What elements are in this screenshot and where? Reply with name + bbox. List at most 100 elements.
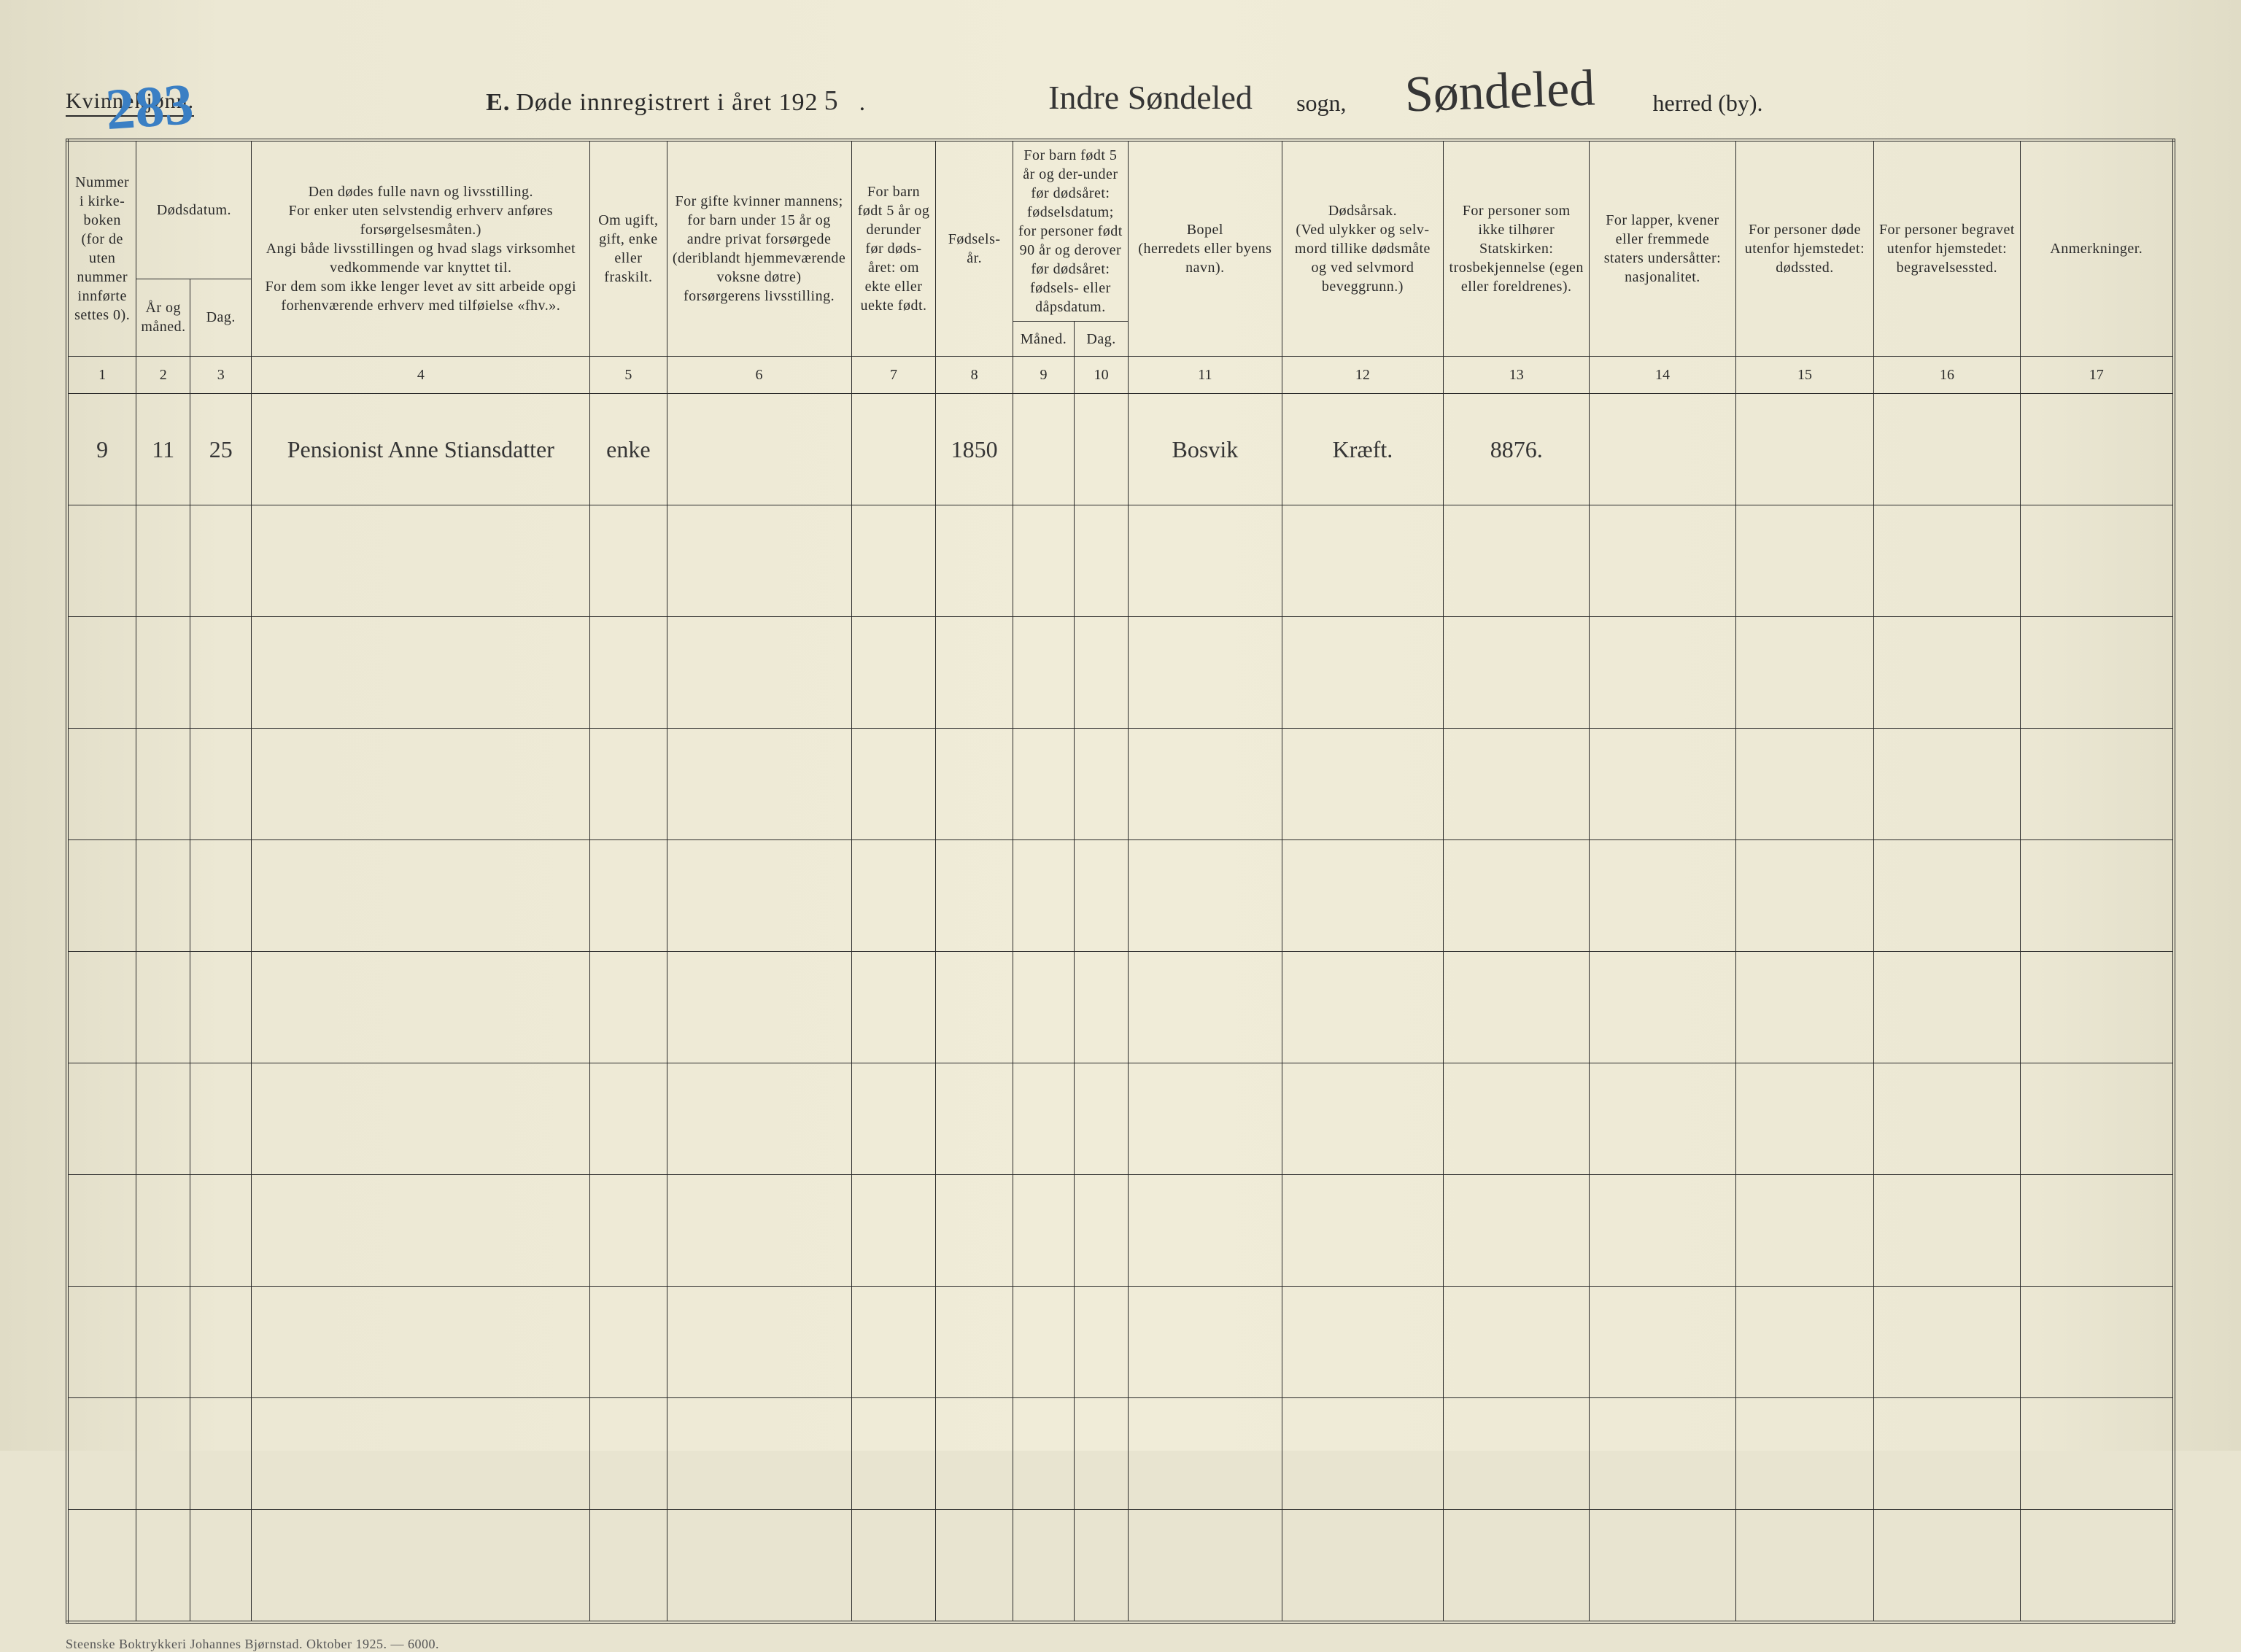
cell-c13: 8876. [1444, 394, 1590, 505]
hdr-dodsdatum: Dødsdatum. [136, 140, 252, 279]
cell-blank [1075, 952, 1129, 1063]
cell-blank [1075, 1175, 1129, 1287]
column-number: 1 [67, 357, 136, 394]
cell-c14 [1590, 394, 1735, 505]
year-suffix: 5 [824, 85, 854, 117]
table-row-blank [67, 1398, 2174, 1510]
table-body: 123456789101112131415161791125Pensionist… [67, 357, 2174, 1623]
cell-blank [1444, 617, 1590, 729]
cell-blank [136, 1510, 190, 1623]
cell-blank [851, 952, 936, 1063]
cell-blank [2020, 1175, 2174, 1287]
cell-blank [1013, 1175, 1074, 1287]
cell-blank [1013, 1063, 1074, 1175]
table-row-blank [67, 617, 2174, 729]
cell-blank [1128, 617, 1282, 729]
cell-blank [667, 1510, 851, 1623]
cell-blank [936, 617, 1013, 729]
cell-blank [190, 729, 252, 840]
cell-c2: 11 [136, 394, 190, 505]
cell-blank [1735, 840, 1874, 952]
cell-blank [590, 840, 667, 952]
hdr-col-7: For barn født 5 år og derunder før døds-… [851, 140, 936, 357]
column-number: 15 [1735, 357, 1874, 394]
cell-blank [67, 952, 136, 1063]
table-row-blank [67, 1510, 2174, 1623]
column-number: 2 [136, 357, 190, 394]
cell-c9 [1013, 394, 1074, 505]
cell-blank [590, 1063, 667, 1175]
cell-blank [590, 1398, 667, 1510]
cell-blank [667, 1063, 851, 1175]
table-row-blank [67, 505, 2174, 617]
cell-blank [1282, 505, 1443, 617]
cell-blank [252, 1398, 590, 1510]
cell-blank [1128, 729, 1282, 840]
cell-blank [1590, 1510, 1735, 1623]
cell-blank [1590, 1398, 1735, 1510]
cell-blank [1282, 840, 1443, 952]
printer-footer: Steenske Boktrykkeri Johannes Bjørnstad.… [66, 1637, 2175, 1652]
cell-blank [667, 1175, 851, 1287]
cell-blank [1075, 1063, 1129, 1175]
cell-blank [136, 952, 190, 1063]
header-line: Kvinnekjønn. 283 E. Døde innregistrert i… [66, 44, 2175, 117]
cell-blank [190, 1510, 252, 1623]
cell-blank [1282, 1287, 1443, 1398]
cell-blank [67, 617, 136, 729]
cell-blank [1013, 952, 1074, 1063]
hdr-col-4: Den dødes fulle navn og livsstilling. Fo… [252, 140, 590, 357]
cell-c16 [1874, 394, 2020, 505]
hdr-col-1: Nummer i kirke-boken (for de uten nummer… [67, 140, 136, 357]
cell-blank [1444, 505, 1590, 617]
cell-blank [1874, 505, 2020, 617]
cell-blank [1013, 505, 1074, 617]
cell-blank [252, 1510, 590, 1623]
column-number: 6 [667, 357, 851, 394]
hdr-col-8: Fødsels-år. [936, 140, 1013, 357]
cell-blank [1735, 952, 1874, 1063]
cell-blank [1128, 952, 1282, 1063]
cell-blank [2020, 952, 2174, 1063]
table-row: 91125Pensionist Anne Stiansdatterenke185… [67, 394, 2174, 505]
cell-blank [667, 729, 851, 840]
cell-blank [1735, 1175, 1874, 1287]
herred-label: herred (by). [1653, 90, 1763, 117]
column-number: 4 [252, 357, 590, 394]
ledger-table: Nummer i kirke-boken (for de uten nummer… [66, 139, 2175, 1624]
cell-blank [590, 952, 667, 1063]
cell-blank [67, 1510, 136, 1623]
cell-blank [1128, 1063, 1282, 1175]
cell-blank [1590, 729, 1735, 840]
cell-blank [936, 1175, 1013, 1287]
cell-blank [1735, 1063, 1874, 1175]
cell-blank [2020, 840, 2174, 952]
cell-blank [190, 1063, 252, 1175]
title-letter: E. [486, 89, 510, 117]
column-number: 9 [1013, 357, 1074, 394]
cell-blank [1874, 1287, 2020, 1398]
hdr-col-2: År og måned. [136, 279, 190, 357]
cell-blank [190, 840, 252, 952]
cell-c6 [667, 394, 851, 505]
cell-blank [1444, 952, 1590, 1063]
cell-blank [1282, 952, 1443, 1063]
cell-blank [2020, 1063, 2174, 1175]
cell-blank [1874, 1510, 2020, 1623]
cell-blank [936, 1287, 1013, 1398]
cell-blank [136, 729, 190, 840]
cell-blank [2020, 1287, 2174, 1398]
cell-c5: enke [590, 394, 667, 505]
cell-blank [590, 1510, 667, 1623]
cell-blank [1075, 505, 1129, 617]
column-number: 11 [1128, 357, 1282, 394]
column-number: 12 [1282, 357, 1443, 394]
cell-blank [1282, 617, 1443, 729]
column-number: 16 [1874, 357, 2020, 394]
cell-blank [67, 1287, 136, 1398]
cell-blank [590, 1175, 667, 1287]
sogn-block: Indre Søndeled sogn, Søndeled herred (by… [1026, 58, 1762, 117]
cell-blank [1590, 952, 1735, 1063]
cell-blank [590, 1287, 667, 1398]
herred-value: Søndeled [1367, 58, 1632, 126]
